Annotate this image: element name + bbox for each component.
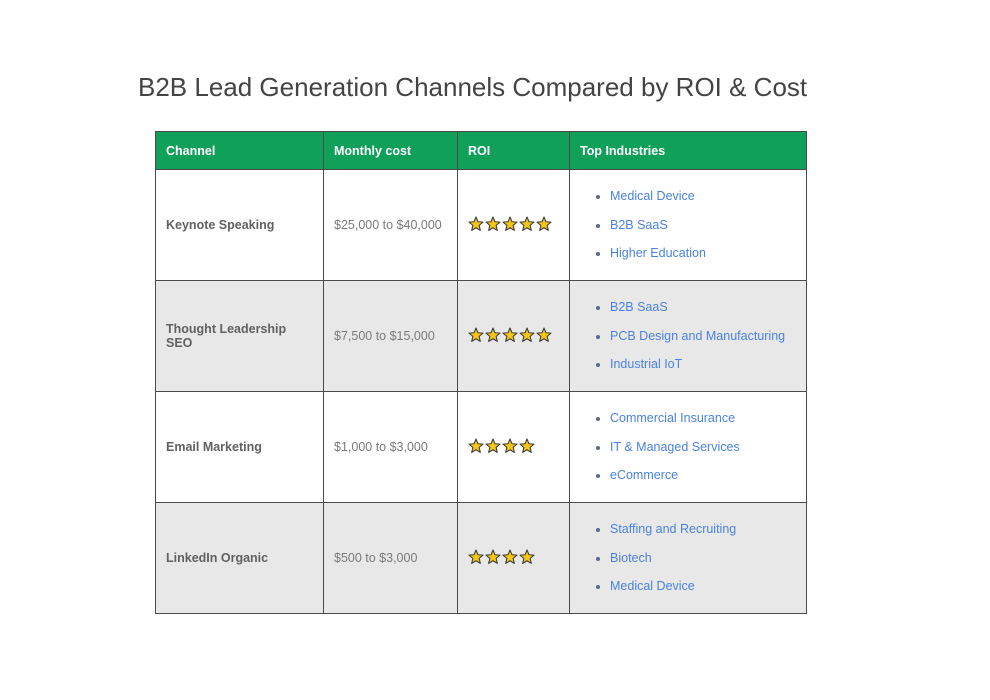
list-item: Industrial IoT — [610, 350, 796, 379]
star-icon — [468, 548, 484, 564]
roi-stars — [468, 548, 535, 565]
star-icon — [502, 437, 518, 453]
industries-cell: B2B SaaS PCB Design and Manufacturing In… — [569, 280, 807, 392]
industry-link[interactable]: Medical Device — [610, 579, 695, 594]
channel-cell: LinkedIn Organic — [155, 502, 324, 614]
channel-cell: Keynote Speaking — [155, 169, 324, 281]
star-icon — [485, 215, 501, 231]
roi-cell — [457, 391, 570, 503]
industry-link[interactable]: Biotech — [610, 550, 652, 565]
table-row: Thought Leadership SEO $7,500 to $15,000… — [155, 280, 807, 392]
list-item: B2B SaaS — [610, 293, 796, 322]
list-item: Staffing and Recruiting — [610, 515, 796, 544]
industry-link[interactable]: Medical Device — [610, 188, 695, 203]
industry-link[interactable]: Staffing and Recruiting — [610, 521, 737, 536]
industries-cell: Medical Device B2B SaaS Higher Education — [569, 169, 807, 281]
cost-cell: $7,500 to $15,000 — [323, 280, 458, 392]
star-icon — [502, 326, 518, 342]
industries-cell: Staffing and Recruiting Biotech Medical … — [569, 502, 807, 614]
star-icon — [468, 437, 484, 453]
industry-link[interactable]: PCB Design and Manufacturing — [610, 328, 786, 343]
industry-link[interactable]: Commercial Insurance — [610, 410, 736, 425]
star-icon — [536, 326, 552, 342]
list-item: Commercial Insurance — [610, 404, 796, 433]
industry-link[interactable]: Industrial IoT — [610, 357, 683, 372]
list-item: Biotech — [610, 544, 796, 573]
channel-cell: Email Marketing — [155, 391, 324, 503]
industry-link[interactable]: eCommerce — [610, 468, 679, 483]
channel-cell: Thought Leadership SEO — [155, 280, 324, 392]
star-icon — [502, 215, 518, 231]
list-item: IT & Managed Services — [610, 433, 796, 462]
cost-cell: $500 to $3,000 — [323, 502, 458, 614]
industry-link[interactable]: B2B SaaS — [610, 299, 668, 314]
cost-cell: $1,000 to $3,000 — [323, 391, 458, 503]
roi-stars — [468, 326, 552, 343]
star-icon — [519, 326, 535, 342]
header-monthly-cost: Monthly cost — [323, 131, 458, 170]
table-row: LinkedIn Organic $500 to $3,000 Staffing… — [155, 502, 807, 614]
star-icon — [536, 215, 552, 231]
star-icon — [519, 215, 535, 231]
table-row: Email Marketing $1,000 to $3,000 Commerc… — [155, 391, 807, 503]
table-header-row: Channel Monthly cost ROI Top Industries — [155, 131, 807, 170]
star-icon — [485, 326, 501, 342]
page-title: B2B Lead Generation Channels Compared by… — [138, 72, 808, 102]
industry-link[interactable]: B2B SaaS — [610, 217, 668, 232]
header-top-industries: Top Industries — [569, 131, 807, 170]
star-icon — [485, 437, 501, 453]
list-item: Medical Device — [610, 182, 796, 211]
roi-stars — [468, 437, 535, 454]
star-icon — [485, 548, 501, 564]
list-item: Medical Device — [610, 572, 796, 601]
list-item: Higher Education — [610, 239, 796, 268]
industry-link[interactable]: Higher Education — [610, 246, 706, 261]
list-item: B2B SaaS — [610, 211, 796, 240]
industries-cell: Commercial Insurance IT & Managed Servic… — [569, 391, 807, 503]
industries-list: B2B SaaS PCB Design and Manufacturing In… — [580, 293, 796, 379]
header-channel: Channel — [155, 131, 324, 170]
table-row: Keynote Speaking $25,000 to $40,000 Medi… — [155, 169, 807, 281]
star-icon — [468, 215, 484, 231]
roi-cell — [457, 169, 570, 281]
industries-list: Staffing and Recruiting Biotech Medical … — [580, 515, 796, 601]
roi-cell — [457, 280, 570, 392]
star-icon — [502, 548, 518, 564]
industry-link[interactable]: IT & Managed Services — [610, 439, 740, 454]
comparison-table: Channel Monthly cost ROI Top Industries … — [155, 131, 807, 614]
list-item: eCommerce — [610, 461, 796, 490]
roi-cell — [457, 502, 570, 614]
list-item: PCB Design and Manufacturing — [610, 322, 796, 351]
roi-stars — [468, 215, 552, 232]
star-icon — [468, 326, 484, 342]
star-icon — [519, 437, 535, 453]
star-icon — [519, 548, 535, 564]
cost-cell: $25,000 to $40,000 — [323, 169, 458, 281]
industries-list: Commercial Insurance IT & Managed Servic… — [580, 404, 796, 490]
industries-list: Medical Device B2B SaaS Higher Education — [580, 182, 796, 268]
header-roi: ROI — [457, 131, 570, 170]
